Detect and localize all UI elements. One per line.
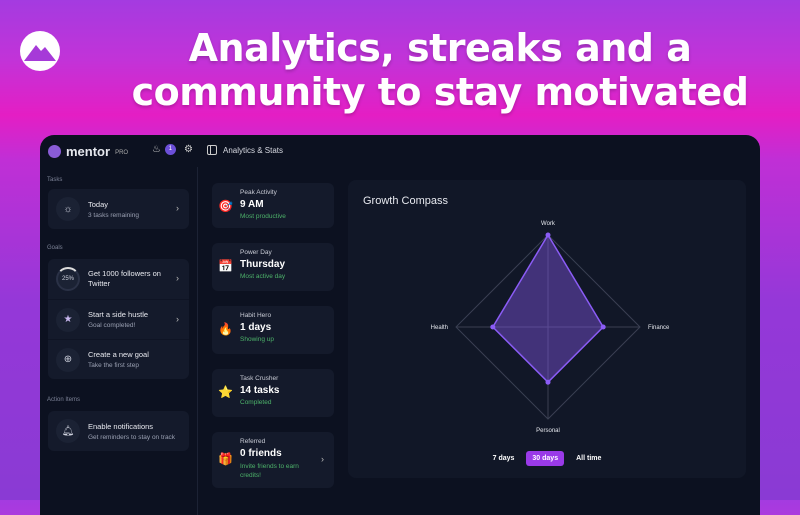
tasks-section-label: Tasks — [47, 177, 63, 183]
sidebar-toggle-icon[interactable] — [207, 145, 217, 155]
today-title: Today — [88, 199, 109, 209]
radar-point — [600, 324, 606, 330]
radar-axis-label: Finance — [648, 325, 670, 331]
radar-axis-label: Health — [431, 325, 448, 331]
stat-sub: Showing up — [240, 336, 274, 343]
settings-sliders-icon[interactable]: ⚙ — [183, 144, 193, 155]
bell-plus-icon: 🔔︎ — [56, 419, 80, 443]
sun-icon: ☼ — [56, 197, 80, 221]
radar-series-area — [491, 233, 605, 384]
goals-card: 25% Get 1000 followers on Twitter › ★ St… — [48, 259, 189, 379]
chevron-right-icon: › — [176, 203, 179, 213]
goals-section-label: Goals — [47, 245, 63, 251]
stat-label: Habit Hero — [240, 312, 272, 319]
stat-value: 14 tasks — [240, 385, 280, 396]
today-card[interactable]: ☼ Today 3 tasks remaining › — [48, 189, 189, 229]
stat-value: 1 days — [240, 322, 272, 333]
goal-item[interactable]: ★ Start a side hustle Goal completed! › — [48, 299, 189, 339]
brand: mentor PRO — [48, 144, 198, 159]
radar-axis-label: Work — [541, 221, 556, 227]
radar-point — [545, 379, 551, 385]
app-logo — [20, 31, 60, 71]
action-subtitle: Get reminders to stay on track — [88, 433, 176, 441]
star-icon: ⭐ — [218, 385, 233, 399]
enable-notifications-card[interactable]: 🔔︎ Enable notifications Get reminders to … — [48, 411, 189, 451]
chart-title: Growth Compass — [363, 195, 448, 207]
today-subtitle: 3 tasks remaining — [88, 211, 139, 219]
radar-point — [490, 324, 496, 330]
stat-sub: Invite friends to earn credits! — [240, 463, 299, 479]
headline: Analytics, streaks and a community to st… — [131, 26, 749, 114]
stat-label: Task Crusher — [240, 375, 279, 382]
range-30-days[interactable]: 30 days — [526, 451, 565, 466]
chevron-right-icon: › — [176, 314, 179, 324]
fire-icon: 🔥 — [218, 322, 233, 336]
plus-circle-icon: ⊕ — [56, 347, 80, 372]
chevron-right-icon: › — [321, 454, 324, 464]
stat-label: Power Day — [240, 249, 272, 256]
stat-label: Peak Activity — [240, 189, 277, 196]
goal-title: Get 1000 followers on Twitter — [88, 269, 161, 288]
chevron-right-icon: › — [176, 273, 179, 283]
streak-badge[interactable]: 1 — [164, 144, 176, 155]
goal-title: Start a side hustle — [88, 310, 149, 319]
stat-task-crusher: ⭐ Task Crusher 14 tasks Completed — [212, 369, 334, 417]
goal-subtitle: Goal completed! — [88, 322, 136, 329]
range-7-days[interactable]: 7 days — [492, 455, 515, 462]
range-all-time[interactable]: All time — [576, 455, 602, 462]
stat-habit-hero: 🔥 Habit Hero 1 days Showing up — [212, 306, 334, 354]
app-window: mentor PRO ♨ 1 ⚙ Analytics & Stats Tasks… — [40, 135, 760, 515]
sidebar: Tasks ☼ Today 3 tasks remaining › Goals 2… — [40, 167, 198, 515]
goal-subtitle: Take the first step — [88, 362, 139, 369]
stat-peak-activity: 🎯 Peak Activity 9 AM Most productive — [212, 183, 334, 228]
top-bar: mentor PRO ♨ 1 ⚙ Analytics & Stats — [40, 135, 760, 167]
stat-value: Thursday — [240, 259, 286, 270]
target-icon: 🎯 — [218, 199, 233, 213]
streak-flame-icon[interactable]: ♨ — [152, 144, 161, 155]
action-title: Enable notifications — [88, 421, 154, 431]
brand-logo-icon — [48, 144, 61, 158]
stat-sub: Most active day — [240, 273, 286, 280]
gift-icon: 🎁 — [218, 452, 233, 466]
range-selector: 7 days 30 days All time — [348, 451, 746, 466]
stat-power-day: 📅 Power Day Thursday Most active day — [212, 243, 334, 291]
goal-progress-ring: 25% — [56, 267, 80, 291]
growth-compass-panel: Growth Compass Work Finance Personal Health… — [348, 180, 746, 478]
stat-value: 9 AM — [240, 199, 264, 210]
goal-item[interactable]: 25% Get 1000 followers on Twitter › — [48, 259, 189, 299]
stats-column: 🎯 Peak Activity 9 AM Most productive 📅 Power… — [212, 167, 334, 503]
goal-title: Create a new goal — [88, 350, 149, 359]
radar-chart: Work Finance Personal Health — [431, 221, 670, 434]
stat-referred[interactable]: 🎁 Referred 0 friends Invite friends to earn… — [212, 432, 334, 488]
page-title: Analytics & Stats — [223, 146, 284, 155]
brand-name: mentor — [66, 143, 111, 159]
radar-point — [545, 232, 551, 238]
brand-tier: PRO — [115, 150, 129, 156]
stat-sub: Most productive — [240, 213, 286, 220]
stat-value: 0 friends — [240, 448, 282, 459]
create-goal-button[interactable]: ⊕ Create a new goal Take the first step — [48, 339, 189, 379]
star-icon: ★ — [56, 307, 80, 332]
radar-axis-label: Personal — [536, 428, 560, 434]
calendar-icon: 📅 — [218, 259, 233, 273]
actions-section-label: Action Items — [47, 397, 81, 403]
stat-label: Referred — [240, 438, 266, 445]
stat-sub: Completed — [240, 399, 272, 406]
